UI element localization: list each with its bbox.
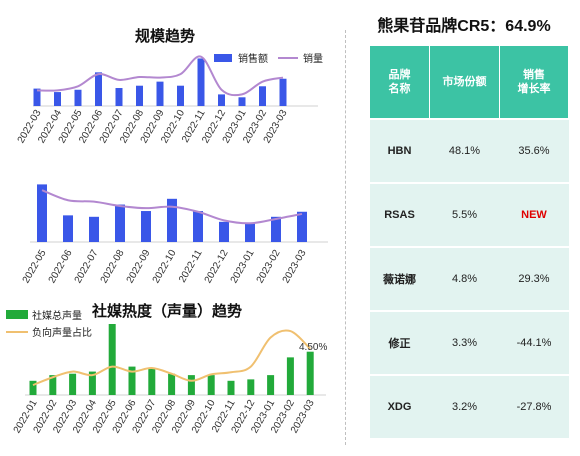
bar [297, 211, 307, 242]
cr5-title: 熊果苷品牌CR5：64.9% [377, 18, 551, 35]
bar [33, 88, 41, 106]
growth-cell: 35.6% [499, 118, 569, 184]
growth-cell-new: NEW [499, 182, 569, 248]
x-tick-label: 2022-09 [125, 248, 153, 286]
bar [247, 379, 255, 395]
bar [197, 58, 205, 106]
bar [49, 375, 57, 395]
x-tick-label: 2022-07 [73, 248, 101, 286]
bar [267, 375, 275, 395]
table-row: XDG 3.2% -27.8% [369, 374, 569, 440]
bar [141, 211, 151, 242]
brand-cell: HBN [369, 118, 430, 184]
bar [227, 380, 235, 395]
table-row: RSAS 5.5% NEW [369, 182, 569, 248]
bar [306, 351, 314, 395]
x-tick-label: 2023-02 [255, 248, 283, 286]
brand-table: 品牌 名称 市场份额 销售 增长率 HBN 48.1% 35.6% RSAS 5.5… [369, 45, 569, 440]
brand-cell: RSAS [369, 182, 430, 248]
bar [168, 373, 176, 395]
bar [187, 375, 195, 395]
bar [128, 366, 136, 395]
bar [259, 86, 266, 106]
bar [238, 97, 246, 106]
bar [136, 85, 143, 106]
legend-label: 销量 [303, 52, 323, 65]
share-cell: 3.2% [429, 374, 500, 440]
share-cell: 5.5% [429, 182, 500, 248]
bar [95, 72, 102, 106]
growth-cell: 29.3% [499, 246, 569, 312]
bar [89, 216, 99, 242]
table-row: 修正 3.3% -44.1% [369, 310, 569, 376]
bar [148, 368, 156, 395]
bar [271, 216, 281, 242]
bar [29, 380, 37, 395]
bar [218, 94, 225, 106]
x-tick-label: 2022-10 [151, 248, 179, 286]
charts-area: 2022-032022-042022-052022-062022-072022-… [6, 27, 328, 435]
bar [74, 89, 82, 106]
table-row: HBN 48.1% 35.6% [369, 118, 569, 184]
chart-title: 社媒热度（声量）趋势 [91, 302, 242, 320]
share-cell: 4.8% [429, 246, 500, 312]
header-brand: 品牌 名称 [369, 45, 430, 120]
share-cell: 48.1% [429, 118, 500, 184]
legend-label: 负向声量占比 [32, 326, 92, 339]
header-growth: 销售 增长率 [499, 45, 569, 120]
bar [193, 211, 203, 242]
bar [69, 373, 77, 395]
bar [219, 221, 229, 242]
legend-swatch-bar [6, 310, 28, 319]
bar [37, 184, 47, 242]
share-cell: 3.3% [429, 310, 500, 376]
table-row: 薇诺娜 4.8% 29.3% [369, 246, 569, 312]
series-line [41, 189, 303, 225]
brand-cell: 修正 [369, 310, 430, 376]
series-line [32, 329, 311, 386]
x-tick-label: 2022-08 [99, 248, 127, 286]
bar [115, 204, 125, 242]
bar [279, 78, 287, 106]
x-tick-label: 2022-12 [203, 248, 231, 286]
header-share: 市场份额 [429, 45, 500, 120]
legend-label: 社媒总声量 [32, 309, 82, 322]
bar [115, 88, 123, 106]
table-header-row: 品牌 名称 市场份额 销售 增长率 [369, 45, 569, 120]
chart-title: 规模趋势 [135, 27, 195, 45]
bar [286, 357, 294, 395]
dashed-divider [345, 30, 346, 445]
x-tick-label: 2022-06 [47, 248, 75, 286]
x-tick-label: 2022-11 [177, 248, 205, 285]
bar [207, 375, 215, 395]
bar [167, 198, 177, 242]
bar [54, 92, 61, 106]
bar [156, 81, 164, 106]
brand-cell: 薇诺娜 [369, 246, 430, 312]
growth-cell: -27.8% [499, 374, 569, 440]
legend-swatch-bar [214, 54, 232, 62]
bar [177, 85, 184, 106]
bar [63, 215, 73, 242]
x-tick-label: 2023-03 [281, 248, 309, 286]
bar [88, 371, 96, 395]
brand-cell: XDG [369, 374, 430, 440]
data-label: 4.50% [299, 342, 327, 353]
bar [108, 324, 116, 395]
x-tick-label: 2022-05 [21, 248, 49, 286]
bar [245, 222, 255, 242]
x-tick-label: 2023-01 [229, 248, 257, 286]
legend-label: 销售额 [238, 52, 268, 65]
series-line [36, 55, 284, 97]
growth-cell: -44.1% [499, 310, 569, 376]
